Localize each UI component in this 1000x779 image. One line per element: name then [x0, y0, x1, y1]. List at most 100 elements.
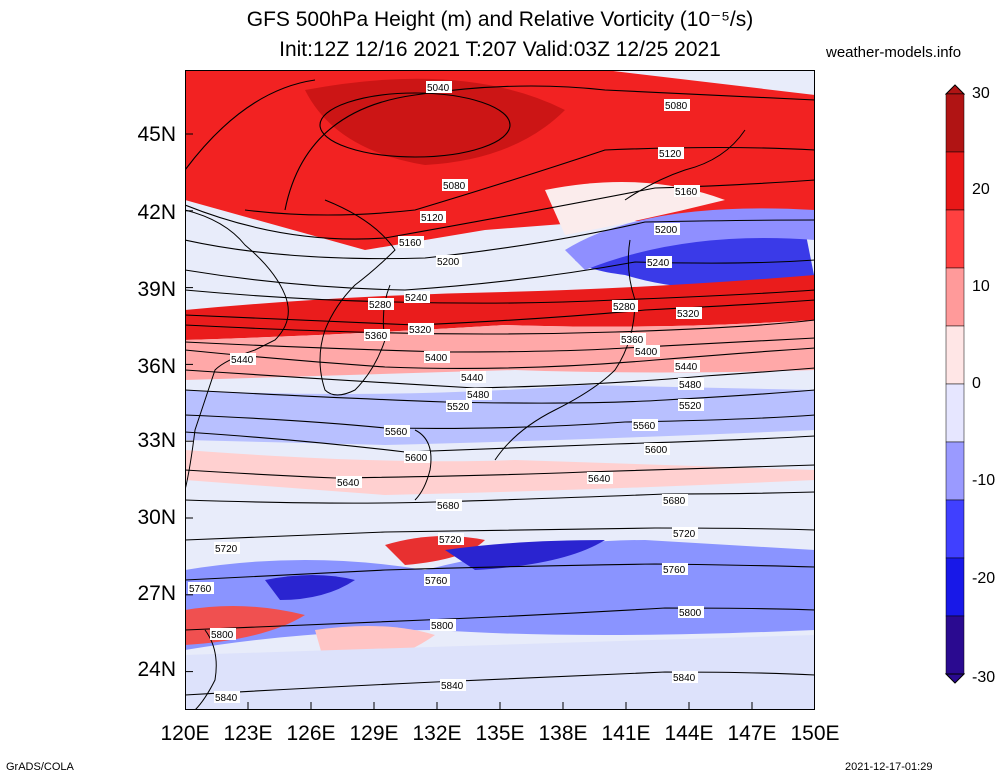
- contour-label: 5440: [674, 360, 700, 373]
- contour-label-text: 5480: [467, 390, 490, 401]
- contour-label-text: 5760: [189, 584, 212, 595]
- contour-label-text: 5840: [673, 673, 696, 684]
- contour-label: 5800: [210, 628, 236, 641]
- contour-5040: [319, 92, 511, 158]
- contour-label-text: 5480: [679, 380, 702, 391]
- contour-label-text: 5400: [425, 353, 448, 364]
- contour-label: 5080: [664, 99, 690, 112]
- colorbar-segment: [945, 325, 965, 385]
- contour-label: 5600: [644, 443, 670, 456]
- contour-5800: [185, 607, 815, 631]
- lon-label-141e: 141E: [601, 722, 651, 745]
- contour-label: 5440: [460, 371, 486, 384]
- cb-tick-neg20: -20: [972, 570, 996, 587]
- contour-label: 5840: [214, 691, 240, 704]
- lat-label-24n: 24N: [137, 658, 176, 681]
- lon-label-144e: 144E: [664, 722, 714, 745]
- contour-label-text: 5400: [635, 347, 658, 358]
- lon-label-132e: 132E: [412, 722, 462, 745]
- contour-label: 5840: [672, 671, 698, 684]
- contour-5480: [185, 367, 815, 389]
- height-contours: [185, 79, 815, 696]
- contour-label-text: 5160: [399, 238, 422, 249]
- contour-label-text: 5440: [461, 373, 484, 384]
- contour-5280: [185, 289, 815, 304]
- contour-5640: [185, 464, 815, 479]
- contour-label: 5360: [620, 333, 646, 346]
- contour-label: 5440: [230, 353, 256, 366]
- colorbar-segments: [945, 84, 965, 684]
- contour-label-text: 5720: [215, 544, 238, 555]
- cb-tick-0: 0: [972, 375, 981, 392]
- footer-right: 2021-12-17-01:29: [845, 761, 933, 773]
- contour-label-text: 5200: [437, 257, 460, 268]
- contour-label: 5480: [678, 378, 704, 391]
- lat-label-39n: 39N: [137, 278, 176, 301]
- contour-label-text: 5720: [673, 529, 696, 540]
- lon-label-126e: 126E: [286, 722, 336, 745]
- contour-label-text: 5240: [647, 258, 670, 269]
- contour-label-text: 5760: [425, 576, 448, 587]
- site-credit: weather-models.info: [826, 44, 962, 61]
- lat-label-27n: 27N: [137, 582, 176, 605]
- contour-label-text: 5160: [675, 187, 698, 198]
- contour-label: 5280: [368, 298, 394, 311]
- colorbar-segment: [945, 557, 965, 617]
- contour-5600: [185, 431, 815, 453]
- lat-label-36n: 36N: [137, 355, 176, 378]
- hokkaido: [624, 129, 746, 201]
- title-line-2: Init:12Z 12/16 2021 T:207 Valid:03Z 12/2…: [279, 38, 721, 61]
- contour-5440: [185, 347, 815, 370]
- contour-label: 5360: [364, 329, 390, 342]
- contour-label: 5120: [420, 211, 446, 224]
- contour-label: 5760: [662, 563, 688, 576]
- lat-label-33n: 33N: [137, 429, 176, 452]
- contour-label: 5840: [440, 679, 466, 692]
- contour-label: 5520: [678, 399, 704, 412]
- contour-label: 5400: [634, 345, 660, 358]
- contour-5560: [185, 414, 815, 429]
- contour-label: 5600: [404, 451, 430, 464]
- lat-label-30n: 30N: [137, 506, 176, 529]
- contour-5720: [185, 527, 815, 541]
- contour-label-text: 5560: [633, 421, 656, 432]
- contour-label: 5560: [632, 419, 658, 432]
- contour-5120: [185, 79, 815, 216]
- contour-label-text: 5760: [663, 565, 686, 576]
- lon-label-120e: 120E: [160, 722, 210, 745]
- contour-label-text: 5520: [679, 401, 702, 412]
- contour-label: 5640: [336, 476, 362, 489]
- contour-label: 5240: [646, 256, 672, 269]
- contour-label-text: 5800: [211, 630, 234, 641]
- contour-label: 5520: [446, 400, 472, 413]
- contour-5760: [185, 563, 815, 581]
- contour-5080: [284, 85, 815, 211]
- colorbar-segment: [945, 383, 965, 443]
- colorbar-bottom-arrow: [945, 673, 965, 684]
- contour-label-text: 5440: [231, 355, 254, 366]
- vorticity-south-pale: [185, 635, 815, 710]
- colorbar-top-arrow: [945, 84, 965, 95]
- contour-label: 5040: [426, 81, 452, 94]
- vorticity-band-mid: [185, 275, 815, 340]
- vorticity-band-mid-pink: [185, 320, 815, 380]
- contour-label: 5320: [408, 323, 434, 336]
- contour-label-text: 5040: [427, 83, 450, 94]
- contour-label: 5720: [672, 527, 698, 540]
- colorbar-segment: [945, 499, 965, 559]
- contour-label-text: 5640: [588, 474, 611, 485]
- contour-label: 5480: [466, 388, 492, 401]
- contour-label-text: 5200: [655, 225, 678, 236]
- contour-label-text: 5320: [409, 325, 432, 336]
- lon-label-123e: 123E: [223, 722, 273, 745]
- lon-label-135e: 135E: [475, 722, 525, 745]
- colorbar-segment: [945, 441, 965, 501]
- contour-label: 5800: [430, 619, 456, 632]
- contour-label: 5160: [674, 185, 700, 198]
- contour-label: 5720: [438, 533, 464, 546]
- contour-label-text: 5680: [663, 496, 686, 507]
- contour-label: 5240: [404, 291, 430, 304]
- contour-label: 5200: [436, 255, 462, 268]
- china-coast: [185, 209, 289, 491]
- vorticity-core-north: [305, 78, 565, 165]
